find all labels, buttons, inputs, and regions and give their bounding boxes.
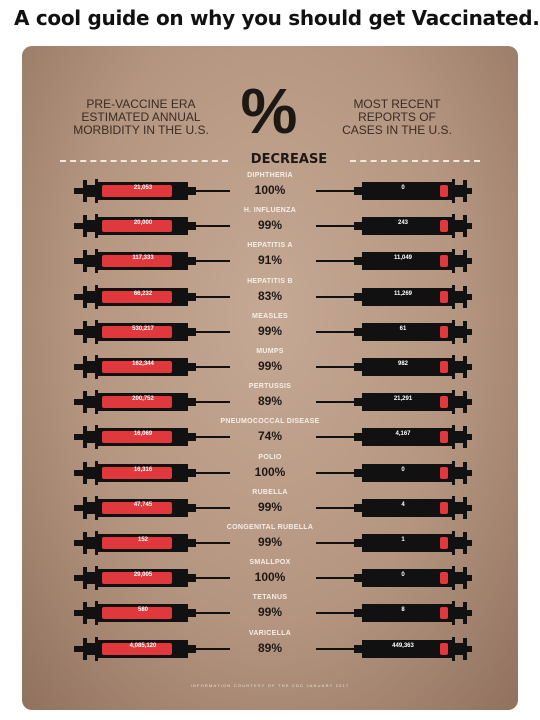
pre-vaccine-cases: 530,217 [132, 325, 154, 332]
pre-vaccine-header: PRE-VACCINE ERA ESTIMATED ANNUAL MORBIDI… [66, 98, 216, 137]
disease-name: PERTUSSIS [248, 383, 292, 391]
disease-row: 29,005 SMALLPOX 100% 0 [22, 559, 518, 595]
dashed-divider-right [350, 160, 480, 162]
disease-name: VARICELLA [248, 629, 292, 637]
percent-decrease: 100% [254, 183, 286, 197]
pre-vaccine-cases: 580 [137, 607, 148, 614]
pre-vaccine-cases: 21,053 [133, 185, 153, 191]
pre-vaccine-cases: 152 [137, 537, 148, 543]
disease-row: 4,085,120 VARICELLA 89% 449,363 [22, 629, 518, 666]
disease-name: TETANUS [252, 594, 288, 602]
recent-cases: 982 [397, 361, 408, 367]
recent-cases: 0 [401, 466, 405, 473]
disease-name: MUMPS [256, 348, 284, 355]
percent-decrease: 99% [257, 605, 283, 620]
recent-cases: 243 [397, 220, 408, 227]
disease-row: 16,316 POLIO 100% 0 [22, 453, 518, 490]
recent-cases: 1 [401, 537, 405, 543]
pre-vaccine-header-line: PRE-VACCINE ERA [86, 97, 196, 111]
pre-vaccine-header-line: MORBIDITY IN THE U.S. [73, 123, 209, 137]
percent-decrease: 99% [257, 218, 283, 233]
disease-row: 200,752 PERTUSSIS 89% 21,291 [22, 383, 518, 419]
percent-decrease: 99% [257, 359, 283, 373]
pre-vaccine-cases: 162,344 [132, 361, 154, 367]
pre-vaccine-cases: 117,333 [132, 255, 154, 262]
percent-decrease: 91% [257, 253, 283, 268]
disease-row: 20,000 H. INFLUENZA 99% 243 [22, 207, 518, 243]
recent-cases: 11,269 [393, 290, 413, 297]
recent-reports-header-line: MOST RECENT [353, 97, 441, 111]
pre-vaccine-cases: 29,005 [133, 572, 153, 579]
percent-decrease: 83% [257, 288, 283, 303]
recent-cases: 0 [401, 572, 405, 579]
pre-vaccine-cases: 16,069 [133, 431, 153, 438]
recent-cases: 61 [399, 325, 407, 332]
recent-cases: 11,049 [393, 255, 413, 262]
percent-decrease: 100% [254, 570, 286, 585]
recent-reports-header-line: REPORTS OF [358, 110, 436, 124]
disease-row: 152 CONGENITAL RUBELLA 99% 1 [22, 524, 518, 560]
disease-name: SMALLPOX [249, 559, 291, 567]
pre-vaccine-cases: 20,000 [133, 220, 153, 227]
disease-row: 66,232 HEPATITIS B 83% 11,269 [22, 277, 518, 314]
disease-name: HEPATITIS B [247, 277, 293, 285]
percent-decrease: 99% [257, 323, 283, 338]
dashed-divider-left [60, 160, 228, 162]
decrease-divider: DECREASE [60, 152, 480, 168]
vaccine-infographic: PRE-VACCINE ERA ESTIMATED ANNUAL MORBIDI… [22, 46, 518, 710]
source-credit: INFORMATION COURTESY OF THE CDC JANUARY … [190, 683, 350, 688]
disease-name: DIPHTHERIA [247, 172, 293, 179]
pre-vaccine-cases: 16,316 [133, 466, 153, 473]
disease-row: 162,344 MUMPS 99% 982 [22, 348, 518, 384]
percent-decrease: 99% [257, 499, 283, 514]
pre-vaccine-cases: 66,232 [133, 290, 153, 297]
recent-reports-header: MOST RECENT REPORTS OF CASES IN THE U.S. [322, 98, 472, 137]
pre-vaccine-cases: 200,752 [132, 396, 154, 403]
recent-cases: 8 [401, 607, 405, 614]
disease-name: POLIO [258, 453, 282, 461]
disease-row: 580 TETANUS 99% 8 [22, 594, 518, 630]
disease-name: CONGENITAL RUBELLA [226, 524, 314, 531]
percent-symbol: % [240, 75, 298, 147]
percent-decrease: 74% [257, 429, 283, 444]
percent-decrease: 99% [257, 535, 283, 549]
pre-vaccine-cases: 47,745 [133, 501, 153, 508]
recent-cases: 4,167 [395, 431, 411, 438]
pre-vaccine-header-line: ESTIMATED ANNUAL [81, 110, 201, 124]
disease-row: 530,217 MEASLES 99% 61 [22, 312, 518, 349]
pre-vaccine-cases: 4,085,120 [129, 642, 157, 649]
post-title: A cool guide on why you should get Vacci… [14, 6, 540, 30]
decrease-label: DECREASE [250, 152, 328, 167]
disease-name: RUBELLA [252, 488, 288, 496]
disease-name: HEPATITIS A [247, 242, 293, 250]
disease-rows: 21,053 DIPHTHERIA 100% 0 20,000 H. INFLUENZA 9… [22, 46, 518, 710]
disease-row: 16,069 PNEUMOCOCCAL DISEASE 74% 4,167 [22, 418, 518, 454]
disease-name: MEASLES [252, 312, 288, 320]
disease-row: 117,333 HEPATITIS A 91% 11,049 [22, 242, 518, 278]
recent-cases: 4 [401, 501, 405, 508]
disease-row: 47,745 RUBELLA 99% 4 [22, 488, 518, 525]
recent-cases: 449,363 [392, 642, 414, 649]
disease-row: 21,053 DIPHTHERIA 100% 0 [22, 172, 518, 208]
recent-cases: 0 [401, 185, 405, 191]
disease-name: H. INFLUENZA [243, 207, 297, 215]
percent-decrease: 89% [257, 394, 283, 409]
disease-name: PNEUMOCOCCAL DISEASE [220, 418, 320, 426]
percent-decrease: 100% [254, 464, 286, 479]
recent-cases: 21,291 [393, 396, 413, 403]
percent-decrease: 89% [257, 640, 283, 655]
recent-reports-header-line: CASES IN THE U.S. [342, 123, 452, 137]
